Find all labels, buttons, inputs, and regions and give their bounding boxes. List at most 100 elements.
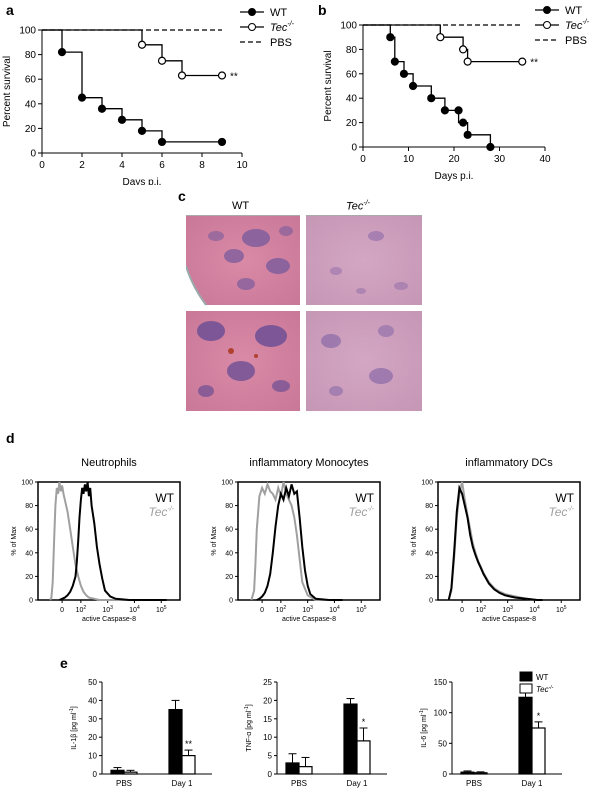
- y-tick-label: 40: [425, 550, 433, 557]
- legend-marker: [543, 6, 551, 14]
- legend-label: WT: [355, 491, 374, 505]
- data-point: [386, 33, 395, 42]
- category-label: PBS: [291, 779, 307, 788]
- y-axis-label: % of Max: [411, 526, 418, 556]
- y-tick-label: 0: [351, 143, 357, 154]
- y-tick-label: 15: [263, 715, 272, 724]
- data-point: [427, 94, 436, 103]
- histogram-monocytes: inflammatory Monocytes 0 20 40 60 80 100 0 102 10…: [211, 457, 381, 623]
- x-tick-label: 104: [129, 605, 140, 614]
- y-tick-label: 100: [221, 480, 233, 487]
- chart-title: Neutrophils: [81, 457, 137, 469]
- category-label: Day 1: [172, 779, 193, 788]
- y-tick-label: 40: [88, 696, 97, 705]
- y-tick-label: 40: [225, 550, 233, 557]
- y-tick-label: 40: [25, 550, 33, 557]
- y-tick-label: 20: [88, 733, 97, 742]
- y-tick-label: 80: [25, 503, 33, 510]
- y-tick-label: 20: [263, 696, 272, 705]
- histology-images: [186, 216, 422, 411]
- y-tick-label: 25: [263, 678, 272, 687]
- significance-label: **: [530, 58, 538, 69]
- histogram-tec: [49, 481, 143, 601]
- histogram-wt: [256, 484, 343, 601]
- series-line-wt: [42, 29, 222, 143]
- category-label: Day 1: [522, 779, 543, 788]
- x-tick-label: 0: [260, 607, 264, 614]
- y-tick-label: 0: [229, 598, 233, 605]
- histology-panel: WT Tec-/-: [186, 200, 422, 411]
- bar-wt: [343, 703, 358, 775]
- y-tick-label: 0: [29, 598, 33, 605]
- histogram-wt: [58, 481, 167, 601]
- legend-label: PBS: [565, 35, 587, 47]
- y-tick-label: 20: [225, 574, 233, 581]
- legend-label: PBS: [270, 37, 292, 49]
- legend-swatch: [519, 683, 533, 694]
- y-tick-label: 20: [346, 118, 358, 129]
- bar-chart-tnfa: 0 5 10 15 20 25 TNF-α [pg ml-1] PBS Day 1 *: [244, 678, 387, 788]
- x-tick-label: 8: [199, 160, 205, 171]
- histogram-wt: [447, 484, 543, 601]
- y-axis-label: IL-1β [pg ml-1]: [69, 706, 78, 750]
- legend-label: Tec-/-: [548, 505, 574, 519]
- data-point: [217, 137, 227, 147]
- y-tick-label: 100: [434, 709, 448, 718]
- x-tick-label: 102: [76, 605, 87, 614]
- data-point: [486, 142, 495, 152]
- y-axis-label: Percent survival: [2, 56, 13, 127]
- x-tick-label: 102: [276, 605, 287, 614]
- legend-label: Tec-/-: [536, 685, 554, 694]
- y-tick-label: 60: [425, 527, 433, 534]
- legend-label: WT: [536, 673, 549, 682]
- plot-frame: [437, 481, 581, 601]
- x-axis-label: Days p.i.: [123, 177, 162, 185]
- y-tick-label: 60: [25, 75, 37, 86]
- y-tick-label: 0: [429, 598, 433, 605]
- data-point: [390, 57, 399, 66]
- series-line-tec: [363, 24, 523, 63]
- bar-wt: [168, 708, 183, 775]
- panel-label-a: a: [6, 2, 14, 18]
- series-line-wt: [363, 24, 492, 147]
- panel-label-b: b: [318, 2, 327, 18]
- histology-col-tec-label: Tec-/-: [346, 200, 370, 213]
- bar-wt: [460, 771, 475, 775]
- y-tick-label: 100: [340, 21, 357, 32]
- x-tick-label: 30: [494, 154, 506, 165]
- x-tick-label: 0: [60, 607, 64, 614]
- legend-label: WT: [555, 491, 574, 505]
- bar-tec: [298, 766, 313, 775]
- y-tick-label: 80: [25, 50, 37, 61]
- x-tick-label: 105: [356, 605, 367, 614]
- chart-title: inflammatory Monocytes: [249, 457, 369, 469]
- survival-chart-b: 0 20 40 60 80 100 0 10 20 30 40 Days p.i. Percent su…: [323, 5, 590, 182]
- histogram-neutrophils: Neutrophils 0 20 40 60 80 100 0 102 103 104 105 acti…: [11, 457, 181, 623]
- y-tick-label: 150: [434, 678, 448, 687]
- y-tick-label: 100: [421, 480, 433, 487]
- y-tick-label: 100: [19, 26, 36, 37]
- y-axis-label: % of Max: [211, 526, 218, 556]
- data-point: [97, 104, 107, 113]
- y-tick-label: 60: [225, 527, 233, 534]
- y-tick-label: 20: [25, 124, 37, 135]
- significance-label: *: [537, 711, 541, 721]
- bar-tec: [356, 740, 371, 775]
- x-tick-label: 102: [476, 605, 487, 614]
- survival-chart-a: 0 20 40 60 80 100 0 2 4 6 8 10 Days p.i. Percent surv…: [2, 7, 295, 185]
- y-tick-label: 40: [25, 99, 37, 110]
- x-tick-label: 0: [360, 154, 366, 165]
- data-point: [440, 106, 449, 115]
- bar-wt: [285, 762, 300, 775]
- panel-label-c: c: [178, 188, 186, 204]
- data-point: [157, 137, 167, 147]
- data-point: [436, 33, 445, 42]
- bar-wt: [110, 769, 125, 775]
- y-tick-label: 80: [425, 503, 433, 510]
- x-tick-label: 105: [156, 605, 167, 614]
- y-tick-label: 50: [438, 739, 447, 748]
- data-point: [399, 69, 409, 78]
- x-tick-label: 103: [302, 605, 313, 614]
- x-tick-label: 103: [102, 605, 113, 614]
- bar-tec: [123, 771, 138, 775]
